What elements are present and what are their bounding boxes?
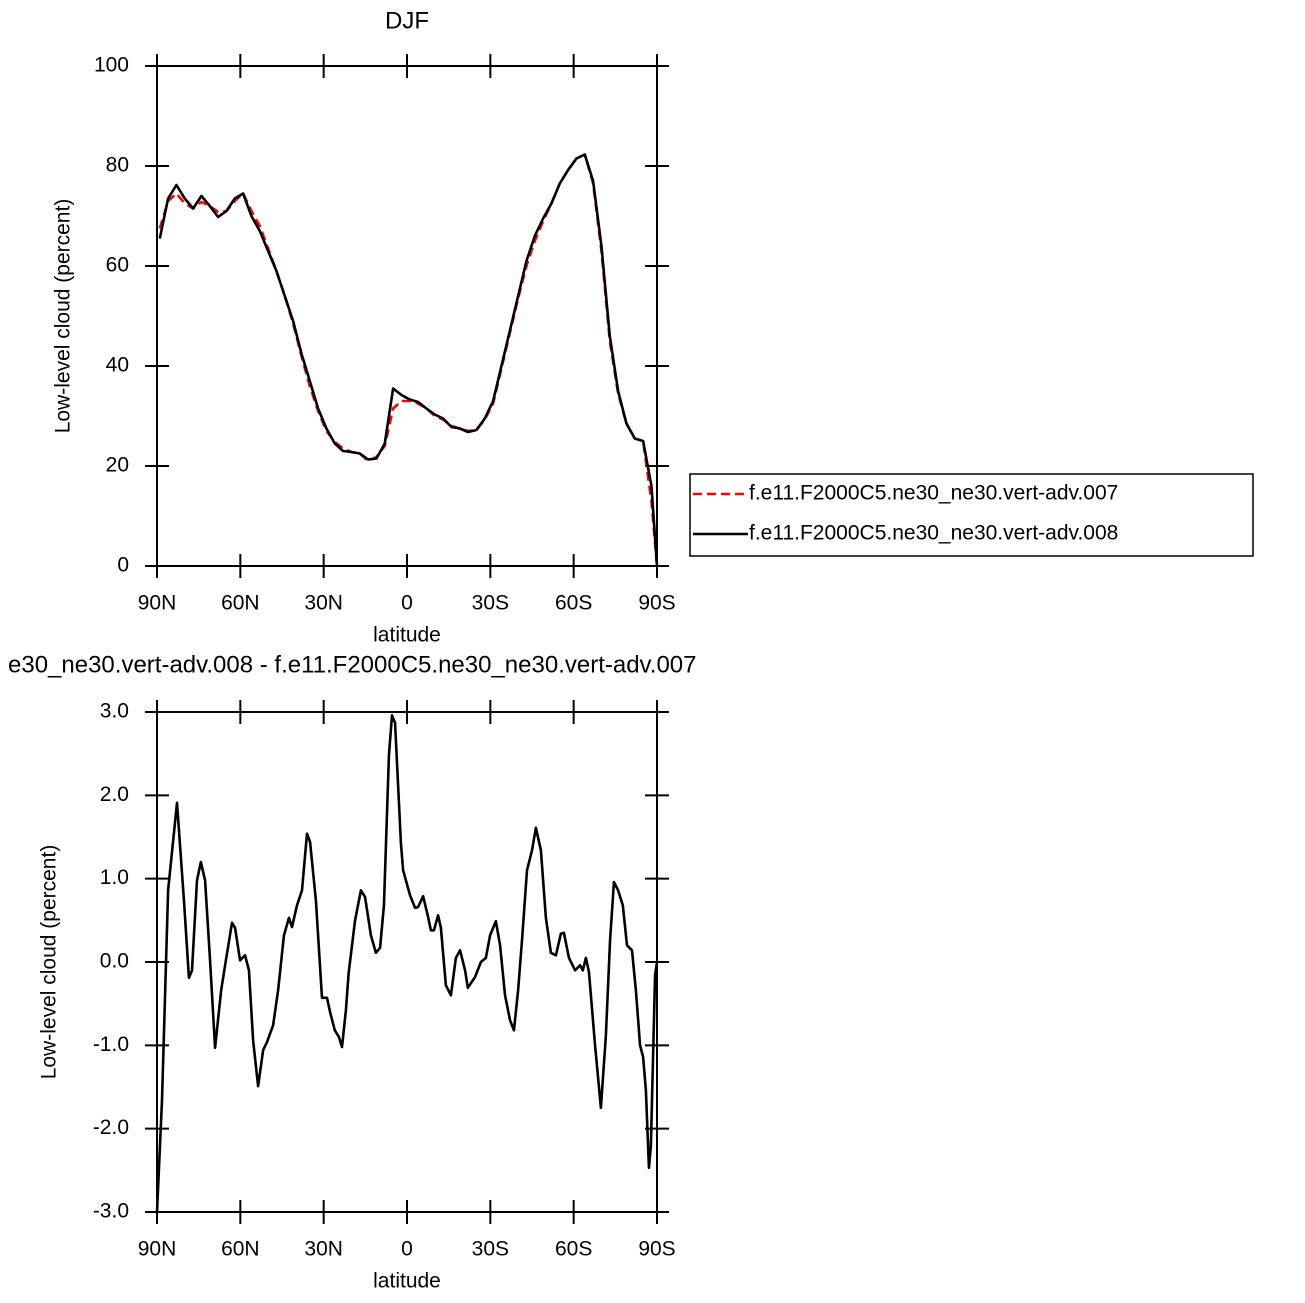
data-line bbox=[158, 153, 659, 567]
legend-label: f.e11.F2000C5.ne30_ne30.vert-adv.008 bbox=[749, 522, 1118, 545]
x-tick-label: 90S bbox=[638, 1238, 675, 1261]
y-tick-label: -1.0 bbox=[93, 1033, 129, 1056]
y-tick-label: -2.0 bbox=[93, 1116, 129, 1139]
x-tick-label: 90N bbox=[138, 592, 177, 615]
y-tick-label: 100 bbox=[94, 54, 129, 77]
y-tick-label: 80 bbox=[106, 154, 129, 177]
y-tick-label: 60 bbox=[106, 254, 129, 277]
y-tick-label: 0 bbox=[117, 554, 129, 577]
y-tick-label: 1.0 bbox=[100, 866, 129, 889]
x-tick-label: 90N bbox=[138, 1238, 177, 1261]
y-tick-label: 2.0 bbox=[100, 783, 129, 806]
x-tick-label: 30S bbox=[472, 1238, 509, 1261]
y-axis-label: Low-level cloud (percent) bbox=[52, 199, 75, 434]
x-tick-label: 30N bbox=[304, 1238, 343, 1261]
x-tick-label: 30N bbox=[304, 592, 343, 615]
x-tick-label: 90S bbox=[638, 592, 675, 615]
y-axis-label: Low-level cloud (percent) bbox=[38, 845, 61, 1080]
data-line bbox=[158, 153, 659, 567]
x-axis-label: latitude bbox=[373, 624, 441, 647]
legend-box bbox=[689, 473, 1254, 557]
y-tick-label: 3.0 bbox=[100, 700, 129, 723]
chart-title: DJF bbox=[385, 7, 429, 34]
plot-frame bbox=[156, 65, 658, 567]
data-line bbox=[155, 714, 659, 1213]
y-tick-label: 0.0 bbox=[100, 950, 129, 973]
x-tick-label: 60S bbox=[555, 1238, 592, 1261]
x-tick-label: 0 bbox=[401, 1238, 413, 1261]
x-tick-label: 0 bbox=[401, 592, 413, 615]
y-tick-label: 20 bbox=[106, 454, 129, 477]
plot-frame bbox=[156, 711, 658, 1213]
x-tick-label: 60N bbox=[221, 592, 260, 615]
y-tick-label: 40 bbox=[106, 354, 129, 377]
x-tick-label: 60N bbox=[221, 1238, 260, 1261]
x-tick-label: 30S bbox=[472, 592, 509, 615]
x-tick-label: 60S bbox=[555, 592, 592, 615]
y-tick-label: -3.0 bbox=[93, 1200, 129, 1223]
x-axis-label: latitude bbox=[373, 1270, 441, 1293]
legend-label: f.e11.F2000C5.ne30_ne30.vert-adv.007 bbox=[749, 482, 1118, 505]
chart-title: e30_ne30.vert-adv.008 - f.e11.F2000C5.ne… bbox=[8, 651, 697, 678]
